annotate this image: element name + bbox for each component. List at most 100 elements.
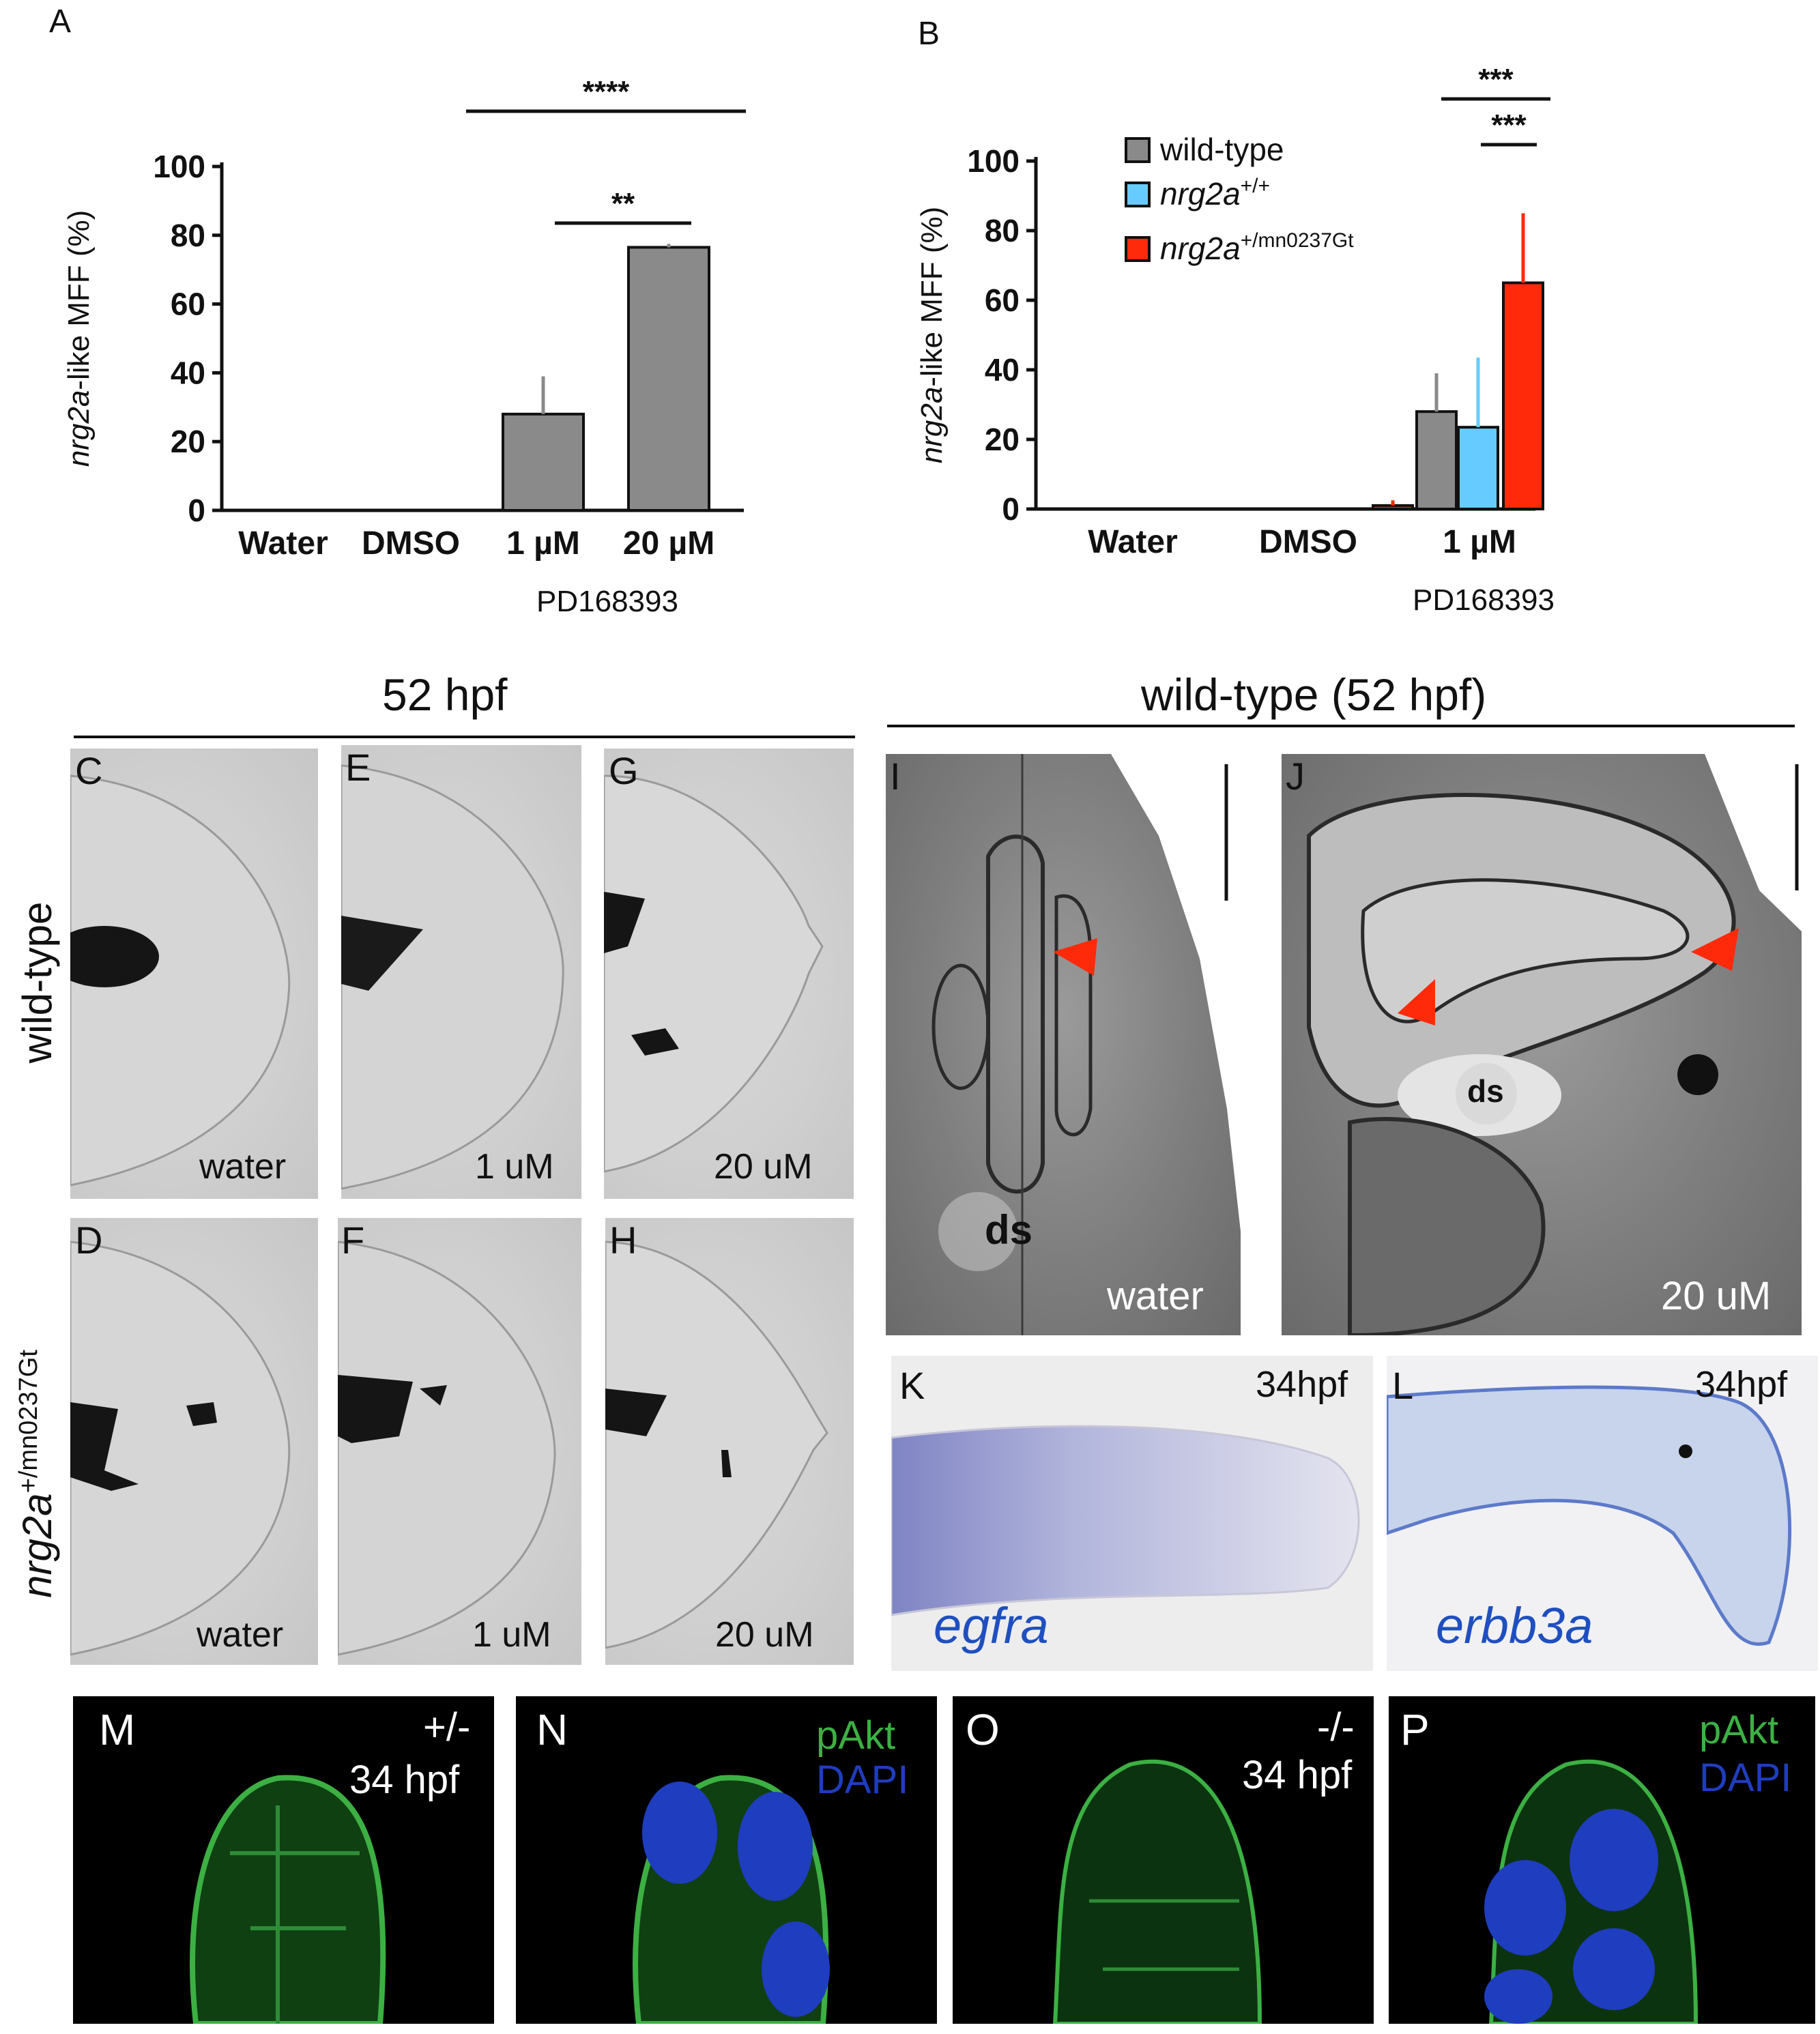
y-tick-label: 60 — [171, 287, 205, 322]
em-image-i — [931, 754, 1241, 1335]
panel-g-image — [604, 749, 854, 1199]
panel-letter-h: H — [609, 1219, 637, 1262]
chart-b: 0 20 40 60 80 100 nrg2a-like MFF (%) Water DMSO 1… — [915, 63, 1555, 617]
row-label-wild-type: wild-type — [14, 901, 60, 1064]
caption-h: 20 uM — [715, 1615, 814, 1655]
panel-letter-n: N — [536, 1705, 568, 1754]
caption-e: 1 uM — [475, 1147, 554, 1187]
ish-stage-l: 34hpf — [1695, 1364, 1788, 1405]
panel-letter-k: K — [899, 1364, 925, 1407]
caption-c: water — [199, 1147, 287, 1187]
fin-fold-c — [70, 774, 291, 1187]
panel-letter-c: C — [75, 749, 103, 792]
bar — [1415, 410, 1458, 511]
confocal-image-n — [633, 1775, 830, 2024]
group-label: PD168393 — [536, 585, 678, 618]
panel-letter-a: A — [49, 3, 72, 40]
ish-stage-k: 34hpf — [1256, 1364, 1348, 1405]
panel-o-image — [953, 1696, 1374, 2024]
y-tick-label: 80 — [171, 218, 205, 253]
legend-label: wild-type — [1159, 132, 1284, 167]
legend-label: nrg2a+/+ — [1160, 175, 1270, 212]
panel-letter-d: D — [75, 1219, 103, 1262]
y-tick-label: 60 — [985, 282, 1020, 318]
y-tick-label: 20 — [985, 422, 1020, 457]
y-tick-label: 80 — [985, 213, 1020, 248]
y-axis-label: nrg2a-like MFF (%) — [915, 207, 949, 464]
y-tick-label: 0 — [188, 493, 205, 528]
legend-swatch — [1125, 137, 1151, 163]
panel-letter-f: F — [341, 1219, 365, 1262]
fin-fold-g — [604, 774, 824, 1173]
panel-letter-g: G — [609, 749, 639, 792]
panel-i-image — [886, 754, 1241, 1335]
confocal-image-m — [190, 1775, 386, 2024]
significance-label: **** — [583, 75, 630, 108]
legend-label: nrg2a+/mn0237Gt — [1160, 229, 1354, 266]
confocal-label-dapi-n: DAPI — [816, 1758, 909, 1802]
header-rule-left — [74, 736, 855, 738]
panel-letter-j: J — [1286, 755, 1305, 798]
panel-n-image — [516, 1696, 937, 2024]
em-image-j — [1307, 754, 1802, 1335]
x-tick-label: 20 µM — [623, 525, 714, 562]
arrowhead-j-1 — [1691, 928, 1739, 971]
bar — [1502, 281, 1544, 510]
x-tick-label: Water — [1088, 524, 1178, 560]
confocal-image-p — [1484, 1759, 1699, 2024]
em-label-ds-i: ds — [985, 1207, 1033, 1253]
panel-h-image — [605, 1218, 854, 1665]
panel-p-image — [1389, 1696, 1815, 2024]
y-tick-label: 40 — [985, 352, 1020, 388]
y-tick-label: 40 — [171, 355, 205, 390]
ish-image-l — [1387, 1385, 1791, 1646]
group-label: PD168393 — [1413, 583, 1555, 617]
header-wildtype-52hpf: wild-type (52 hpf) — [1141, 669, 1487, 720]
ish-gene-l: erbb3a — [1436, 1597, 1593, 1654]
significance-label: *** — [1478, 63, 1514, 96]
panel-d-image — [70, 1218, 318, 1665]
chart-b-plot: 0 20 40 60 80 100 nrg2a-like MFF (%) Water DMSO 1… — [915, 63, 1555, 617]
chart-a: 0 20 40 60 80 100 nrg2a-like MFF (%) Water DMSO 1… — [62, 75, 746, 618]
arrowhead-j-2 — [1398, 979, 1435, 1026]
confocal-stage-o: 34 hpf — [1242, 1753, 1353, 1797]
x-tick-label: DMSO — [362, 525, 460, 562]
panel-l-image — [1387, 1356, 1818, 1671]
legend-swatch — [1125, 181, 1151, 207]
panel-letter-b: B — [918, 16, 940, 52]
panel-letter-m: M — [99, 1705, 136, 1754]
ds-marker-i — [938, 1192, 1017, 1271]
bar — [502, 412, 585, 512]
fin-fold-e — [341, 764, 564, 1190]
panel-c-image — [70, 749, 318, 1199]
panel-letter-i: I — [890, 755, 901, 798]
y-tick-label: 0 — [1002, 491, 1020, 527]
y-axis-label: nrg2a-like MFF (%) — [62, 210, 96, 467]
bar — [1457, 426, 1499, 511]
caption-f: 1 uM — [472, 1615, 551, 1655]
bar — [627, 246, 710, 512]
confocal-label-pakt-p: pAkt — [1699, 1708, 1779, 1752]
confocal-label-pakt-n: pAkt — [816, 1713, 896, 1758]
fin-fold-f — [338, 1240, 556, 1656]
confocal-label-dapi-p: DAPI — [1699, 1756, 1792, 1800]
panel-f-image — [338, 1218, 581, 1665]
caption-d: water — [197, 1615, 284, 1655]
row-label-mutant: nrg2a+/mn0237Gt — [14, 1324, 68, 1624]
x-tick-label: 1 µM — [506, 525, 580, 562]
fin-fold-h — [605, 1240, 828, 1649]
panel-letter-e: E — [345, 746, 371, 789]
panel-letter-p: P — [1400, 1705, 1430, 1754]
x-tick-label: 1 µM — [1443, 524, 1516, 560]
row-label-gene: nrg2a — [14, 1493, 60, 1598]
panel-e-image — [341, 745, 581, 1199]
significance-label: *** — [1491, 108, 1527, 142]
caption-j: 20 uM — [1661, 1274, 1772, 1318]
ds-marker-j — [1456, 1063, 1517, 1124]
y-tick-label: 100 — [153, 149, 205, 184]
caption-i: water — [1107, 1274, 1204, 1318]
panel-j-image — [1282, 754, 1802, 1335]
arrowhead-i — [1053, 938, 1097, 976]
panel-m-image — [73, 1696, 494, 2024]
em-label-ds-j: ds — [1467, 1073, 1504, 1109]
